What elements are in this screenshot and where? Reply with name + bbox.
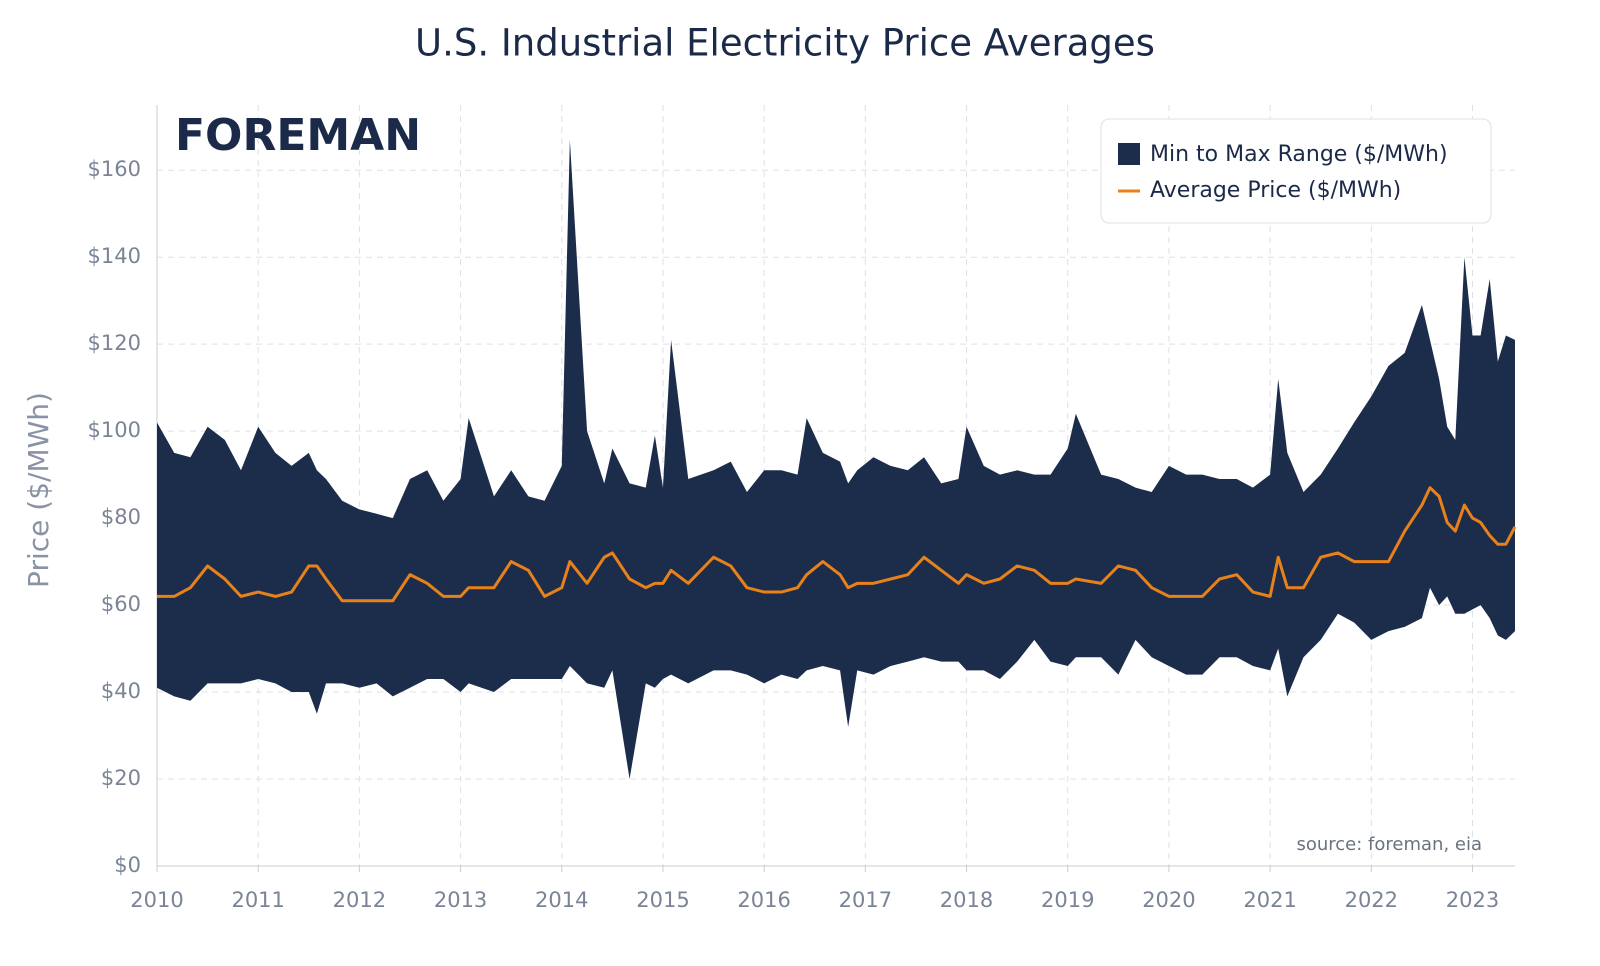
y-axis-label: Price ($/MWh)	[22, 392, 55, 588]
average-line	[157, 486, 1517, 603]
y-tick-label: $120	[88, 331, 141, 355]
legend-swatch	[1118, 143, 1140, 165]
y-tick-label: $100	[88, 418, 141, 442]
y-tick-label: $40	[101, 679, 141, 703]
x-tick-label: 2019	[1041, 888, 1094, 912]
x-tick-label: 2010	[130, 888, 183, 912]
y-tick-label: $20	[101, 766, 141, 790]
x-tick-label: 2015	[636, 888, 689, 912]
legend: Min to Max Range ($/MWh) Average Price ($…	[1100, 118, 1492, 224]
x-tick-label: 2016	[737, 888, 790, 912]
y-tick-label: $60	[101, 592, 141, 616]
x-tick-label: 2021	[1243, 888, 1296, 912]
legend-label: Min to Max Range ($/MWh)	[1150, 142, 1448, 167]
legend-label: Average Price ($/MWh)	[1150, 178, 1401, 203]
x-tick-label: 2014	[535, 888, 588, 912]
x-tick-label: 2018	[940, 888, 993, 912]
legend-box	[1100, 118, 1492, 224]
y-tick-label: $0	[114, 853, 141, 877]
x-tick-label: 2013	[434, 888, 487, 912]
x-tick-label: 2017	[839, 888, 892, 912]
x-tick-label: 2023	[1446, 888, 1499, 912]
y-tick-label: $160	[88, 157, 141, 181]
x-tick-label: 2020	[1142, 888, 1195, 912]
y-tick-label: $140	[88, 244, 141, 268]
chart-title: U.S. Industrial Electricity Price Averag…	[415, 22, 1155, 65]
brand-logo: FOREMAN	[175, 110, 421, 161]
source-note: source: foreman, eia	[1296, 834, 1482, 855]
range-area	[157, 139, 1515, 780]
x-tick-label: 2012	[333, 888, 386, 912]
x-tick-label: 2011	[231, 888, 284, 912]
y-tick-label: $80	[101, 505, 141, 529]
x-tick-label: 2022	[1345, 888, 1398, 912]
